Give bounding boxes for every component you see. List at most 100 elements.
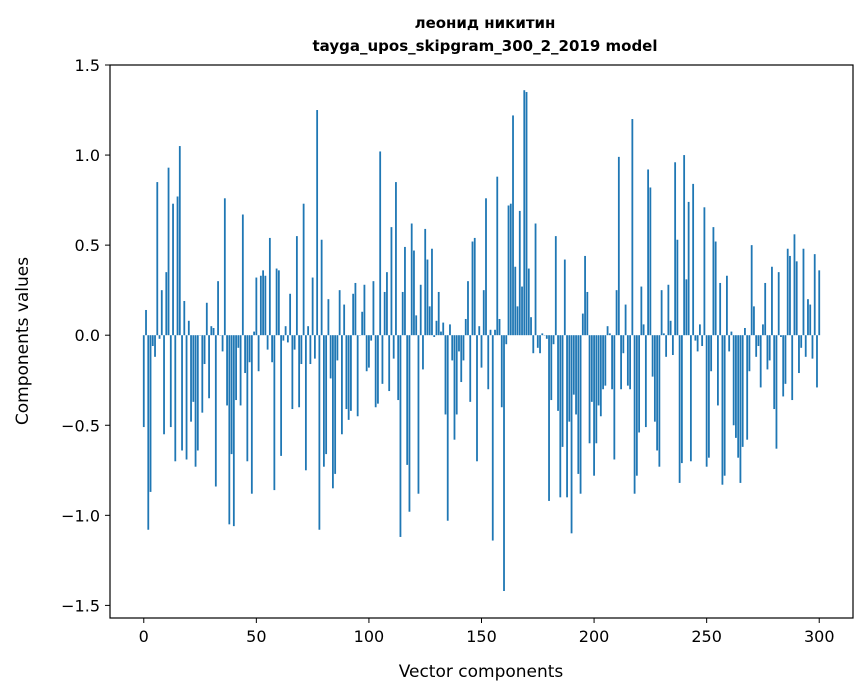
bar-138: [453, 335, 456, 440]
bar-54: [264, 275, 267, 336]
bar-73: [307, 326, 310, 336]
bar-158: [498, 318, 501, 336]
bar-255: [717, 335, 719, 406]
bar-168: [521, 286, 523, 336]
x-tick-label: 100: [354, 627, 385, 646]
bar-65: [289, 293, 292, 336]
bar-81: [325, 335, 328, 455]
bar-256: [719, 282, 722, 336]
bar-56: [268, 237, 271, 336]
bar-2: [147, 335, 150, 530]
bar-36: [223, 198, 226, 336]
bar-93: [352, 293, 355, 336]
bar-123: [419, 284, 422, 336]
bar-137: [451, 335, 454, 361]
y-axis-label: Components values: [13, 257, 33, 425]
bar-38: [228, 335, 231, 525]
bar-13: [172, 203, 174, 336]
bar-144: [467, 281, 469, 336]
bar-139: [455, 335, 458, 415]
bar-44: [241, 214, 244, 336]
bar-291: [798, 335, 800, 374]
bar-161: [505, 335, 508, 345]
bar-213: [622, 335, 625, 354]
bar-225: [649, 187, 652, 336]
bar-124: [422, 335, 424, 370]
bar-250: [705, 335, 708, 467]
bar-289: [793, 234, 796, 336]
bar-141: [460, 335, 463, 383]
bar-186: [561, 335, 564, 447]
bar-271: [753, 306, 755, 336]
bar-243: [689, 335, 692, 462]
bar-286: [786, 248, 789, 336]
bar-76: [313, 335, 316, 359]
bar-257: [721, 335, 724, 485]
bar-209: [613, 335, 616, 460]
bar-224: [647, 169, 650, 336]
bar-22: [192, 335, 195, 402]
bar-205: [604, 335, 607, 386]
bar-90: [345, 335, 348, 410]
bar-101: [370, 335, 373, 341]
bar-260: [728, 335, 731, 352]
bar-140: [458, 335, 460, 352]
bar-264: [737, 335, 740, 458]
bar-94: [354, 282, 357, 336]
bar-175: [536, 335, 539, 348]
bar-219: [635, 335, 638, 476]
bar-130: [435, 320, 438, 336]
bar-98: [363, 284, 366, 336]
bar-154: [489, 329, 492, 336]
bar-270: [750, 245, 753, 336]
bar-233: [667, 284, 670, 336]
bar-64: [286, 335, 289, 343]
bar-28: [205, 302, 208, 336]
bar-165: [514, 266, 517, 336]
bar-201: [595, 335, 598, 444]
bar-281: [775, 335, 778, 449]
bar-104: [377, 335, 379, 404]
bar-16: [178, 146, 181, 336]
bar-232: [665, 335, 668, 357]
x-tick-label: 300: [804, 627, 835, 646]
bar-99: [365, 335, 368, 372]
bar-70: [300, 335, 303, 365]
bar-272: [755, 335, 758, 357]
bar-245: [694, 335, 697, 341]
bar-84: [332, 335, 334, 489]
bar-71: [302, 203, 305, 336]
bar-235: [671, 335, 674, 356]
y-tick-label: 0.0: [75, 326, 100, 345]
bar-57: [271, 335, 274, 363]
bar-188: [566, 335, 568, 498]
bar-128: [431, 248, 433, 336]
bar-163: [509, 203, 512, 336]
bar-176: [539, 335, 541, 354]
bar-193: [577, 335, 580, 474]
bar-27: [203, 335, 206, 365]
bar-117: [406, 335, 409, 465]
bar-31: [212, 327, 215, 336]
bar-75: [311, 277, 314, 336]
bar-211: [617, 156, 620, 336]
bar-191: [572, 335, 575, 395]
bar-285: [784, 335, 787, 384]
bar-172: [530, 317, 532, 336]
bar-114: [399, 335, 402, 537]
x-axis: 0 50 100 150 200 250 300: [139, 618, 835, 646]
bar-106: [381, 335, 384, 384]
bar-147: [473, 237, 476, 336]
bar-160: [503, 335, 505, 591]
bar-278: [768, 335, 771, 361]
bar-196: [584, 255, 586, 336]
bar-237: [676, 239, 679, 336]
bar-287: [789, 255, 791, 336]
bar-86: [336, 335, 339, 361]
bar-142: [462, 335, 465, 361]
bar-91: [347, 335, 350, 420]
bar-127: [428, 306, 431, 336]
bar-4: [151, 335, 154, 347]
bar-177: [541, 333, 544, 336]
bar-14: [174, 335, 177, 462]
